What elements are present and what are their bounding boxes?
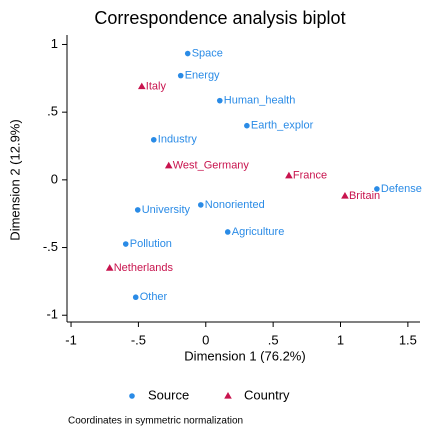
x-tick-label: -.5 — [131, 332, 146, 347]
chart-title: Correspondence analysis biplot — [94, 8, 345, 28]
point — [244, 122, 250, 129]
y-axis-label: Dimension 2 (12.9%) — [7, 119, 22, 240]
point — [216, 97, 223, 104]
point-label: Space — [192, 47, 223, 59]
point-label: Britain — [349, 190, 380, 202]
point — [150, 136, 157, 143]
y-tick-label: -.5 — [43, 239, 58, 254]
point — [224, 229, 231, 235]
point-label: Italy — [146, 80, 167, 92]
x-tick-label: -1 — [65, 332, 77, 347]
point — [224, 392, 232, 399]
point — [285, 171, 293, 179]
point-label: Defense — [381, 183, 422, 195]
point — [197, 202, 204, 208]
point-label: Nonoriented — [205, 199, 265, 211]
x-tick-label: 1.5 — [399, 332, 417, 347]
x-tick-label: .5 — [268, 332, 279, 347]
x-tick-label: 1 — [337, 332, 344, 347]
point — [137, 82, 146, 90]
point — [164, 161, 173, 169]
point — [184, 50, 191, 57]
point-label: Pollution — [130, 238, 172, 250]
point-label: Human_health — [224, 95, 296, 107]
point — [129, 393, 135, 399]
y-tick-label: .5 — [47, 104, 58, 119]
point — [105, 264, 114, 271]
x-tick-label: 0 — [202, 332, 209, 347]
point-label: Energy — [185, 70, 220, 82]
point — [341, 191, 349, 199]
y-tick-label: 0 — [51, 171, 58, 186]
point — [374, 186, 380, 192]
point-label: Earth_explor — [251, 120, 314, 132]
point — [177, 72, 184, 79]
y-tick-label: 1 — [51, 36, 58, 51]
x-axis-label: Dimension 1 (76.2%) — [184, 348, 305, 363]
point-label: West_Germany — [173, 160, 250, 172]
legend-label: Country — [244, 387, 290, 402]
point-label: France — [293, 170, 327, 182]
point-label: Industry — [158, 134, 198, 146]
point-label: Netherlands — [114, 262, 174, 274]
point-label: Other — [140, 291, 168, 303]
point-label: University — [142, 204, 191, 216]
legend-label: Source — [148, 387, 189, 402]
y-tick-label: -1 — [46, 307, 58, 322]
point-label: Agriculture — [232, 226, 285, 238]
note: Coordinates in symmetric normalization — [68, 416, 243, 427]
point — [134, 207, 141, 213]
point — [122, 241, 129, 247]
point — [132, 294, 139, 301]
